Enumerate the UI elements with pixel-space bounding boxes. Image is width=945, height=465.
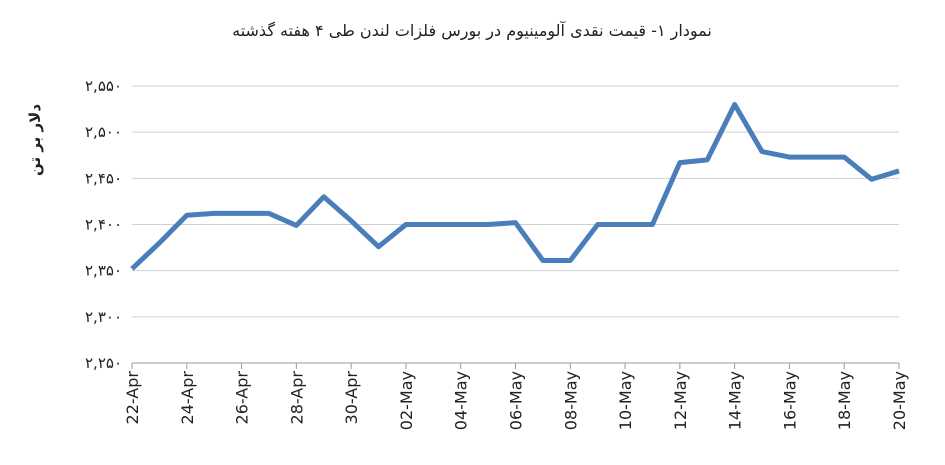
x-tick-label: 14-May (726, 371, 745, 430)
x-tick-label: 30-Apr (342, 371, 361, 425)
x-tick-label: 10-May (616, 371, 635, 430)
y-tick-label: ۲,۲۵۰ (85, 354, 122, 372)
x-tick-label: 26-Apr (233, 371, 252, 425)
x-tick-label: 28-Apr (287, 371, 306, 425)
x-tick-label: 18-May (835, 371, 854, 430)
x-tick-label: 08-May (561, 371, 580, 430)
y-tick-label: ۲,۴۵۰ (85, 169, 122, 187)
y-tick-label: ۲,۳۰۰ (85, 308, 122, 326)
y-axis-label: دلار بر تن (26, 104, 44, 176)
x-tick-label: 20-May (890, 371, 909, 430)
y-tick-label: ۲,۵۰۰ (85, 123, 122, 141)
chart-title: نمودار ۱- قیمت نقدی آلومینیوم در بورس فل… (232, 21, 712, 41)
data-line (130, 101, 900, 271)
x-tick-label: 24-Apr (178, 371, 197, 425)
x-tick-label: 22-Apr (123, 371, 142, 425)
y-tick-label: ۲,۵۵۰ (85, 77, 122, 95)
x-tick-label: 02-May (397, 371, 416, 430)
y-tick-label: ۲,۴۰۰ (85, 216, 122, 234)
x-tick-label: 12-May (671, 371, 690, 430)
x-tick-label: 04-May (452, 371, 471, 430)
x-tick-label: 16-May (780, 371, 799, 430)
x-tick-label: 06-May (507, 371, 526, 430)
y-tick-label: ۲,۳۵۰ (85, 262, 122, 280)
